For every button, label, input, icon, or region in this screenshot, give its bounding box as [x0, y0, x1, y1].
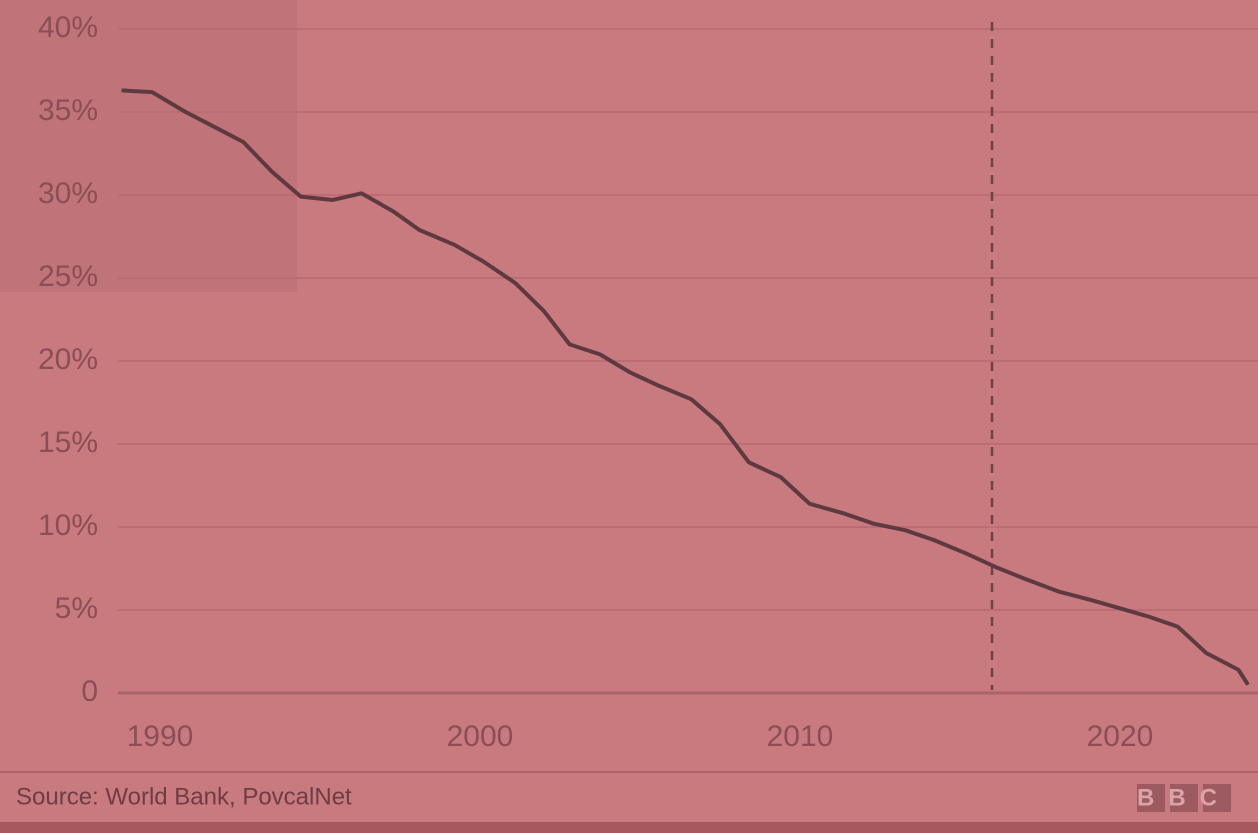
data-line [121, 88, 1250, 686]
y-tick-label: 5% [55, 592, 98, 625]
y-tick-label: 35% [38, 94, 98, 127]
footer-strip [0, 822, 1258, 833]
y-tick-label: 30% [38, 177, 98, 210]
y-tick-label: 15% [38, 426, 98, 459]
y-tick-label: 0 [81, 675, 98, 708]
source: Source: World Bank, PovcalNet [16, 783, 352, 810]
logo-text: BBC [1137, 784, 1231, 811]
y-tick-label: 40% [38, 11, 98, 44]
x-tick-label: 2010 [767, 720, 834, 753]
logo: BBC [1137, 784, 1231, 812]
x-tick-label: 2020 [1087, 720, 1154, 753]
x-tick-label: 2000 [447, 720, 514, 753]
y-tick-label: 20% [38, 343, 98, 376]
x-tick-label: 1990 [127, 720, 194, 753]
y-tick-label: 25% [38, 260, 98, 293]
y-tick-label: 10% [38, 509, 98, 542]
